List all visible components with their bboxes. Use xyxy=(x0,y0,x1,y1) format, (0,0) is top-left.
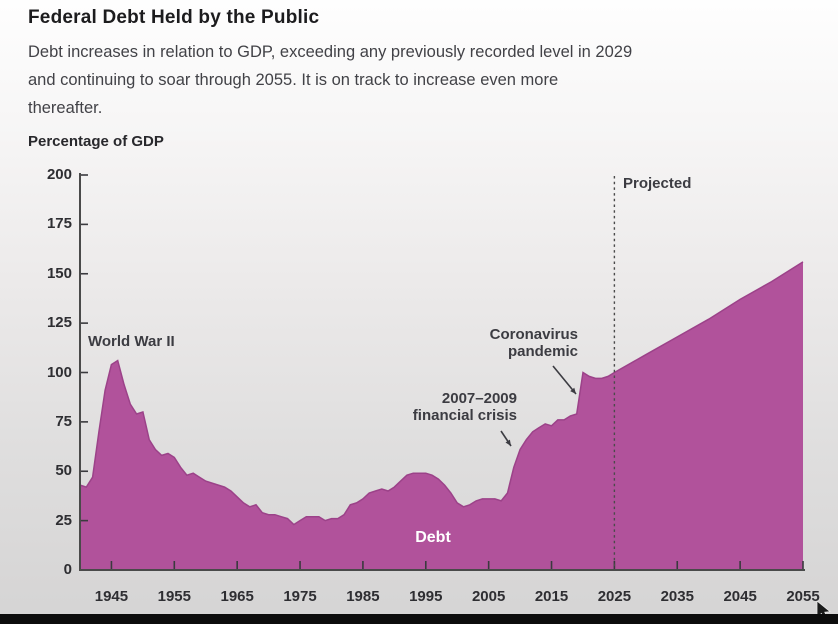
chart-subtitle: Debt increases in relation to GDP, excee… xyxy=(28,38,828,122)
annotation-financial-crisis-line2: financial crisis xyxy=(412,407,517,424)
x-axis-tick-label: 2025 xyxy=(597,588,632,605)
annotation-world-war-2: World War II xyxy=(88,333,175,350)
coronavirus-arrow-icon-head xyxy=(570,387,576,394)
coronavirus-arrow-icon xyxy=(552,365,577,395)
x-axis-tick-label: 2015 xyxy=(534,588,569,605)
annotation-coronavirus-line2: pandemic xyxy=(507,343,578,360)
page-title: Federal Debt Held by the Public xyxy=(28,7,320,28)
debt-area-fill xyxy=(80,261,803,570)
y-axis-tick-label: 25 xyxy=(55,511,72,529)
y-axis-tick-label: 150 xyxy=(46,264,72,282)
y-axis-tick-label: 175 xyxy=(46,215,72,233)
x-axis-tick-label: 2035 xyxy=(660,588,694,605)
x-axis-tick-label: 2055 xyxy=(786,588,820,605)
y-axis-tick-label: 75 xyxy=(55,412,72,430)
annotation-financial-crisis-line1: 2007–2009 xyxy=(441,390,517,407)
y-axis-tick-label: 0 xyxy=(63,561,72,578)
subtitle-line-2: and continuing to soar through 2055. It … xyxy=(28,71,559,89)
annotation-coronavirus-line1: Coronavirus xyxy=(489,326,578,343)
subtitle-line-3: thereafter. xyxy=(28,99,103,117)
x-axis-tick-label: 1945 xyxy=(94,588,129,605)
x-axis-tick-label: 2005 xyxy=(471,588,506,605)
x-axis-tick-label: 1965 xyxy=(220,588,254,605)
y-axis-tick-label: 200 xyxy=(46,166,72,183)
y-axis-tick-label: 100 xyxy=(46,363,72,381)
annotation-projected: Projected xyxy=(623,175,692,192)
series-label-debt: Debt xyxy=(415,529,451,546)
debt-area-outline xyxy=(79,261,804,526)
x-axis-tick-label: 1955 xyxy=(157,588,191,605)
y-axis-tick-label: 50 xyxy=(55,462,72,480)
x-axis-tick-label: 1995 xyxy=(409,588,443,605)
x-axis-tick-label: 2045 xyxy=(723,588,757,605)
x-axis-tick-label: 1985 xyxy=(346,588,380,605)
financial-crisis-arrow-icon-head xyxy=(505,439,511,446)
annotation-financial-crisis: 2007–2009 financial crisis xyxy=(367,390,517,424)
annotation-coronavirus-pandemic: Coronavirus pandemic xyxy=(428,326,578,360)
x-axis-tick-label: 1975 xyxy=(283,588,317,605)
y-axis-tick-label: 125 xyxy=(46,314,72,332)
bottom-letterbox-bar xyxy=(0,614,838,624)
y-axis-unit-label: Percentage of GDP xyxy=(28,133,164,150)
subtitle-line-1: Debt increases in relation to GDP, excee… xyxy=(28,43,633,61)
